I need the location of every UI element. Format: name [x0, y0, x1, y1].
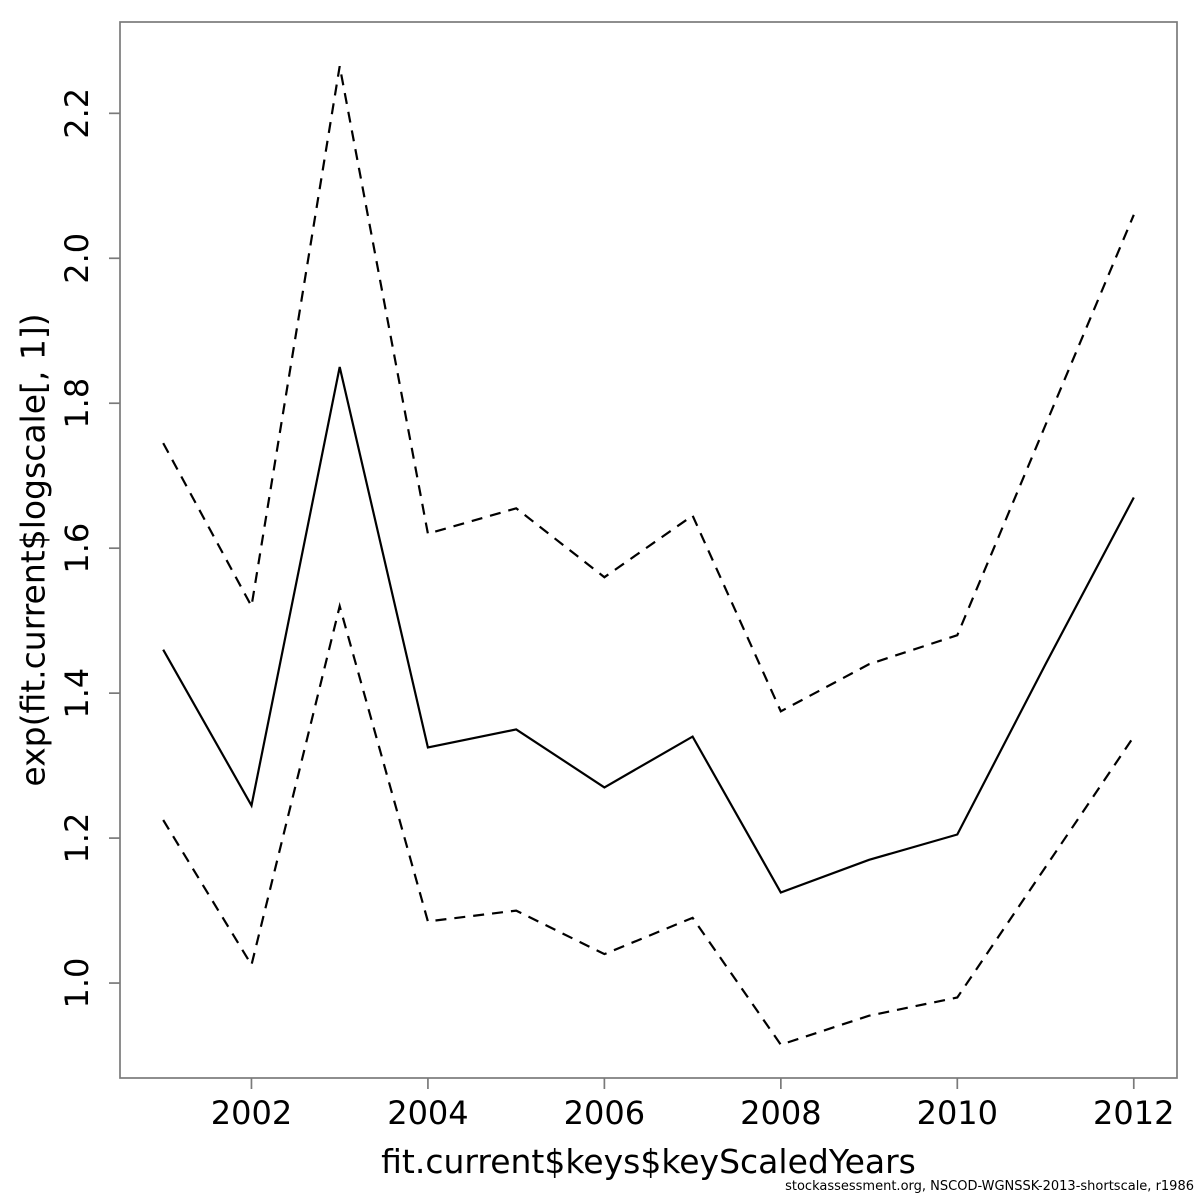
x-tick-label: 2010 — [917, 1094, 998, 1132]
x-axis-label: fit.current$keys$keyScaledYears — [381, 1142, 916, 1181]
y-tick-label: 2.2 — [58, 88, 96, 139]
y-tick-label: 1.8 — [58, 378, 96, 429]
series-line-estimate — [162, 366, 1135, 894]
x-tick-label: 2004 — [387, 1094, 468, 1132]
plot-border — [119, 21, 1178, 1079]
y-tick-label: 2.0 — [58, 233, 96, 284]
series-line-upper-confidence-bound — [162, 65, 1135, 713]
y-tick-label: 1.6 — [58, 523, 96, 574]
y-tick-label: 1.4 — [58, 668, 96, 719]
y-tick-label: 1.0 — [58, 958, 96, 1009]
x-tick-label: 2008 — [740, 1094, 821, 1132]
x-tick-label: 2006 — [564, 1094, 645, 1132]
y-tick-label: 1.2 — [58, 813, 96, 864]
series-line-lower-confidence-bound — [162, 601, 1135, 1047]
x-tick-label: 2002 — [211, 1094, 292, 1132]
x-tick-label: 2012 — [1093, 1094, 1174, 1132]
footer-credit: stockassessment.org, NSCOD-WGNSSK-2013-s… — [785, 1179, 1194, 1194]
y-axis-label: exp(fit.current$logscale[, 1]) — [13, 313, 53, 787]
